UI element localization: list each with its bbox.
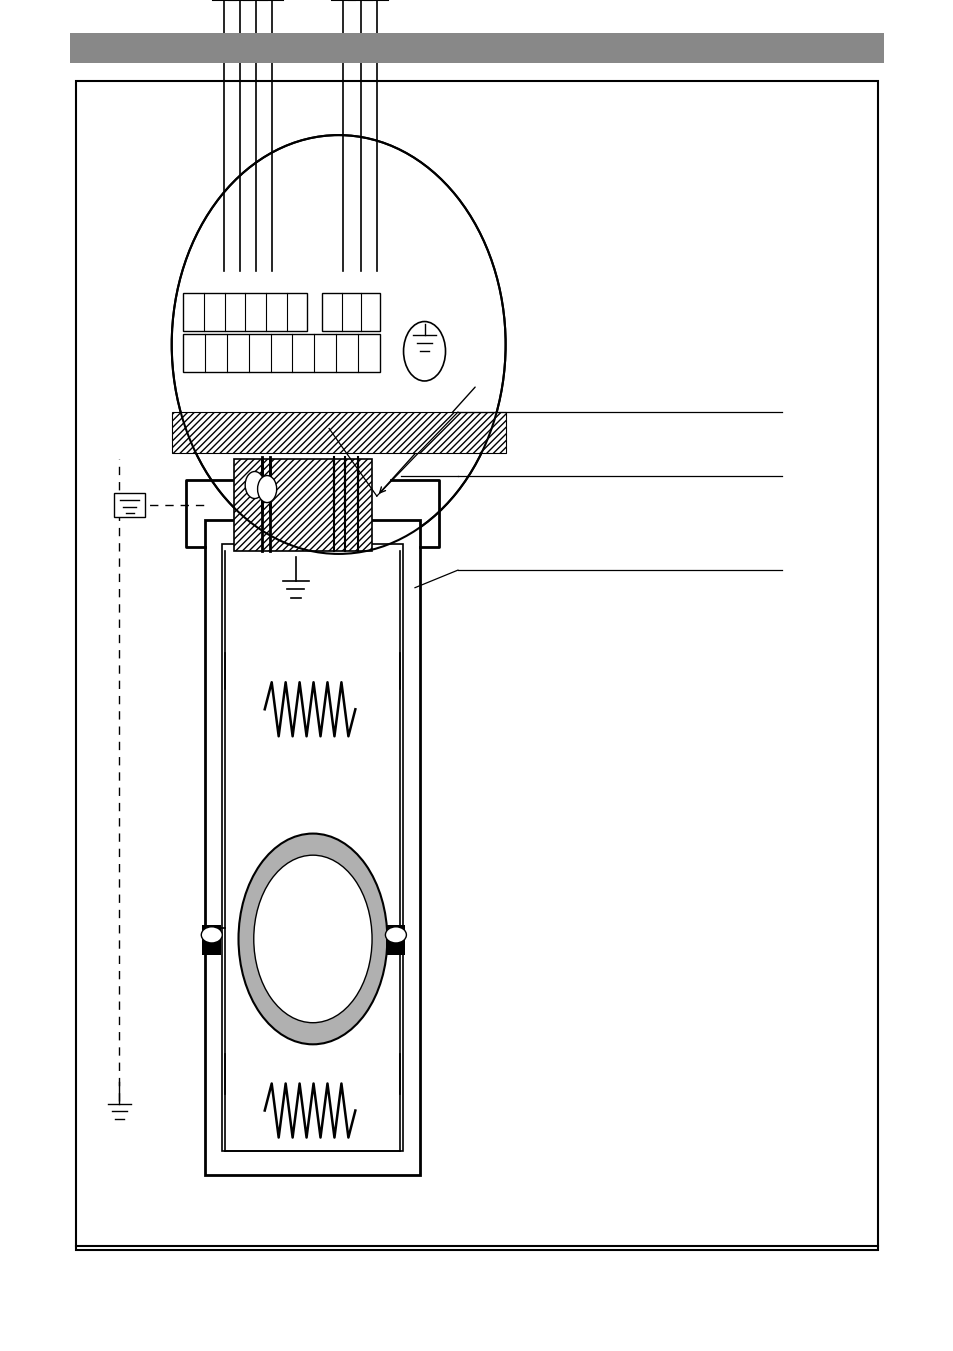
Ellipse shape: [385, 927, 406, 943]
Bar: [183, 334, 379, 372]
Circle shape: [257, 476, 276, 503]
Bar: [76, 81, 877, 1250]
Bar: [172, 412, 505, 453]
Bar: [233, 459, 372, 551]
Ellipse shape: [172, 135, 505, 554]
Bar: [202, 925, 221, 955]
Ellipse shape: [201, 927, 222, 943]
Circle shape: [238, 834, 387, 1044]
Bar: [222, 544, 402, 1151]
Bar: [205, 520, 419, 1175]
Bar: [386, 925, 405, 955]
Bar: [114, 493, 145, 517]
Bar: [322, 293, 379, 331]
Bar: [183, 293, 307, 331]
Bar: [70, 34, 883, 63]
Circle shape: [245, 471, 264, 499]
Circle shape: [403, 322, 445, 381]
Circle shape: [253, 855, 372, 1023]
